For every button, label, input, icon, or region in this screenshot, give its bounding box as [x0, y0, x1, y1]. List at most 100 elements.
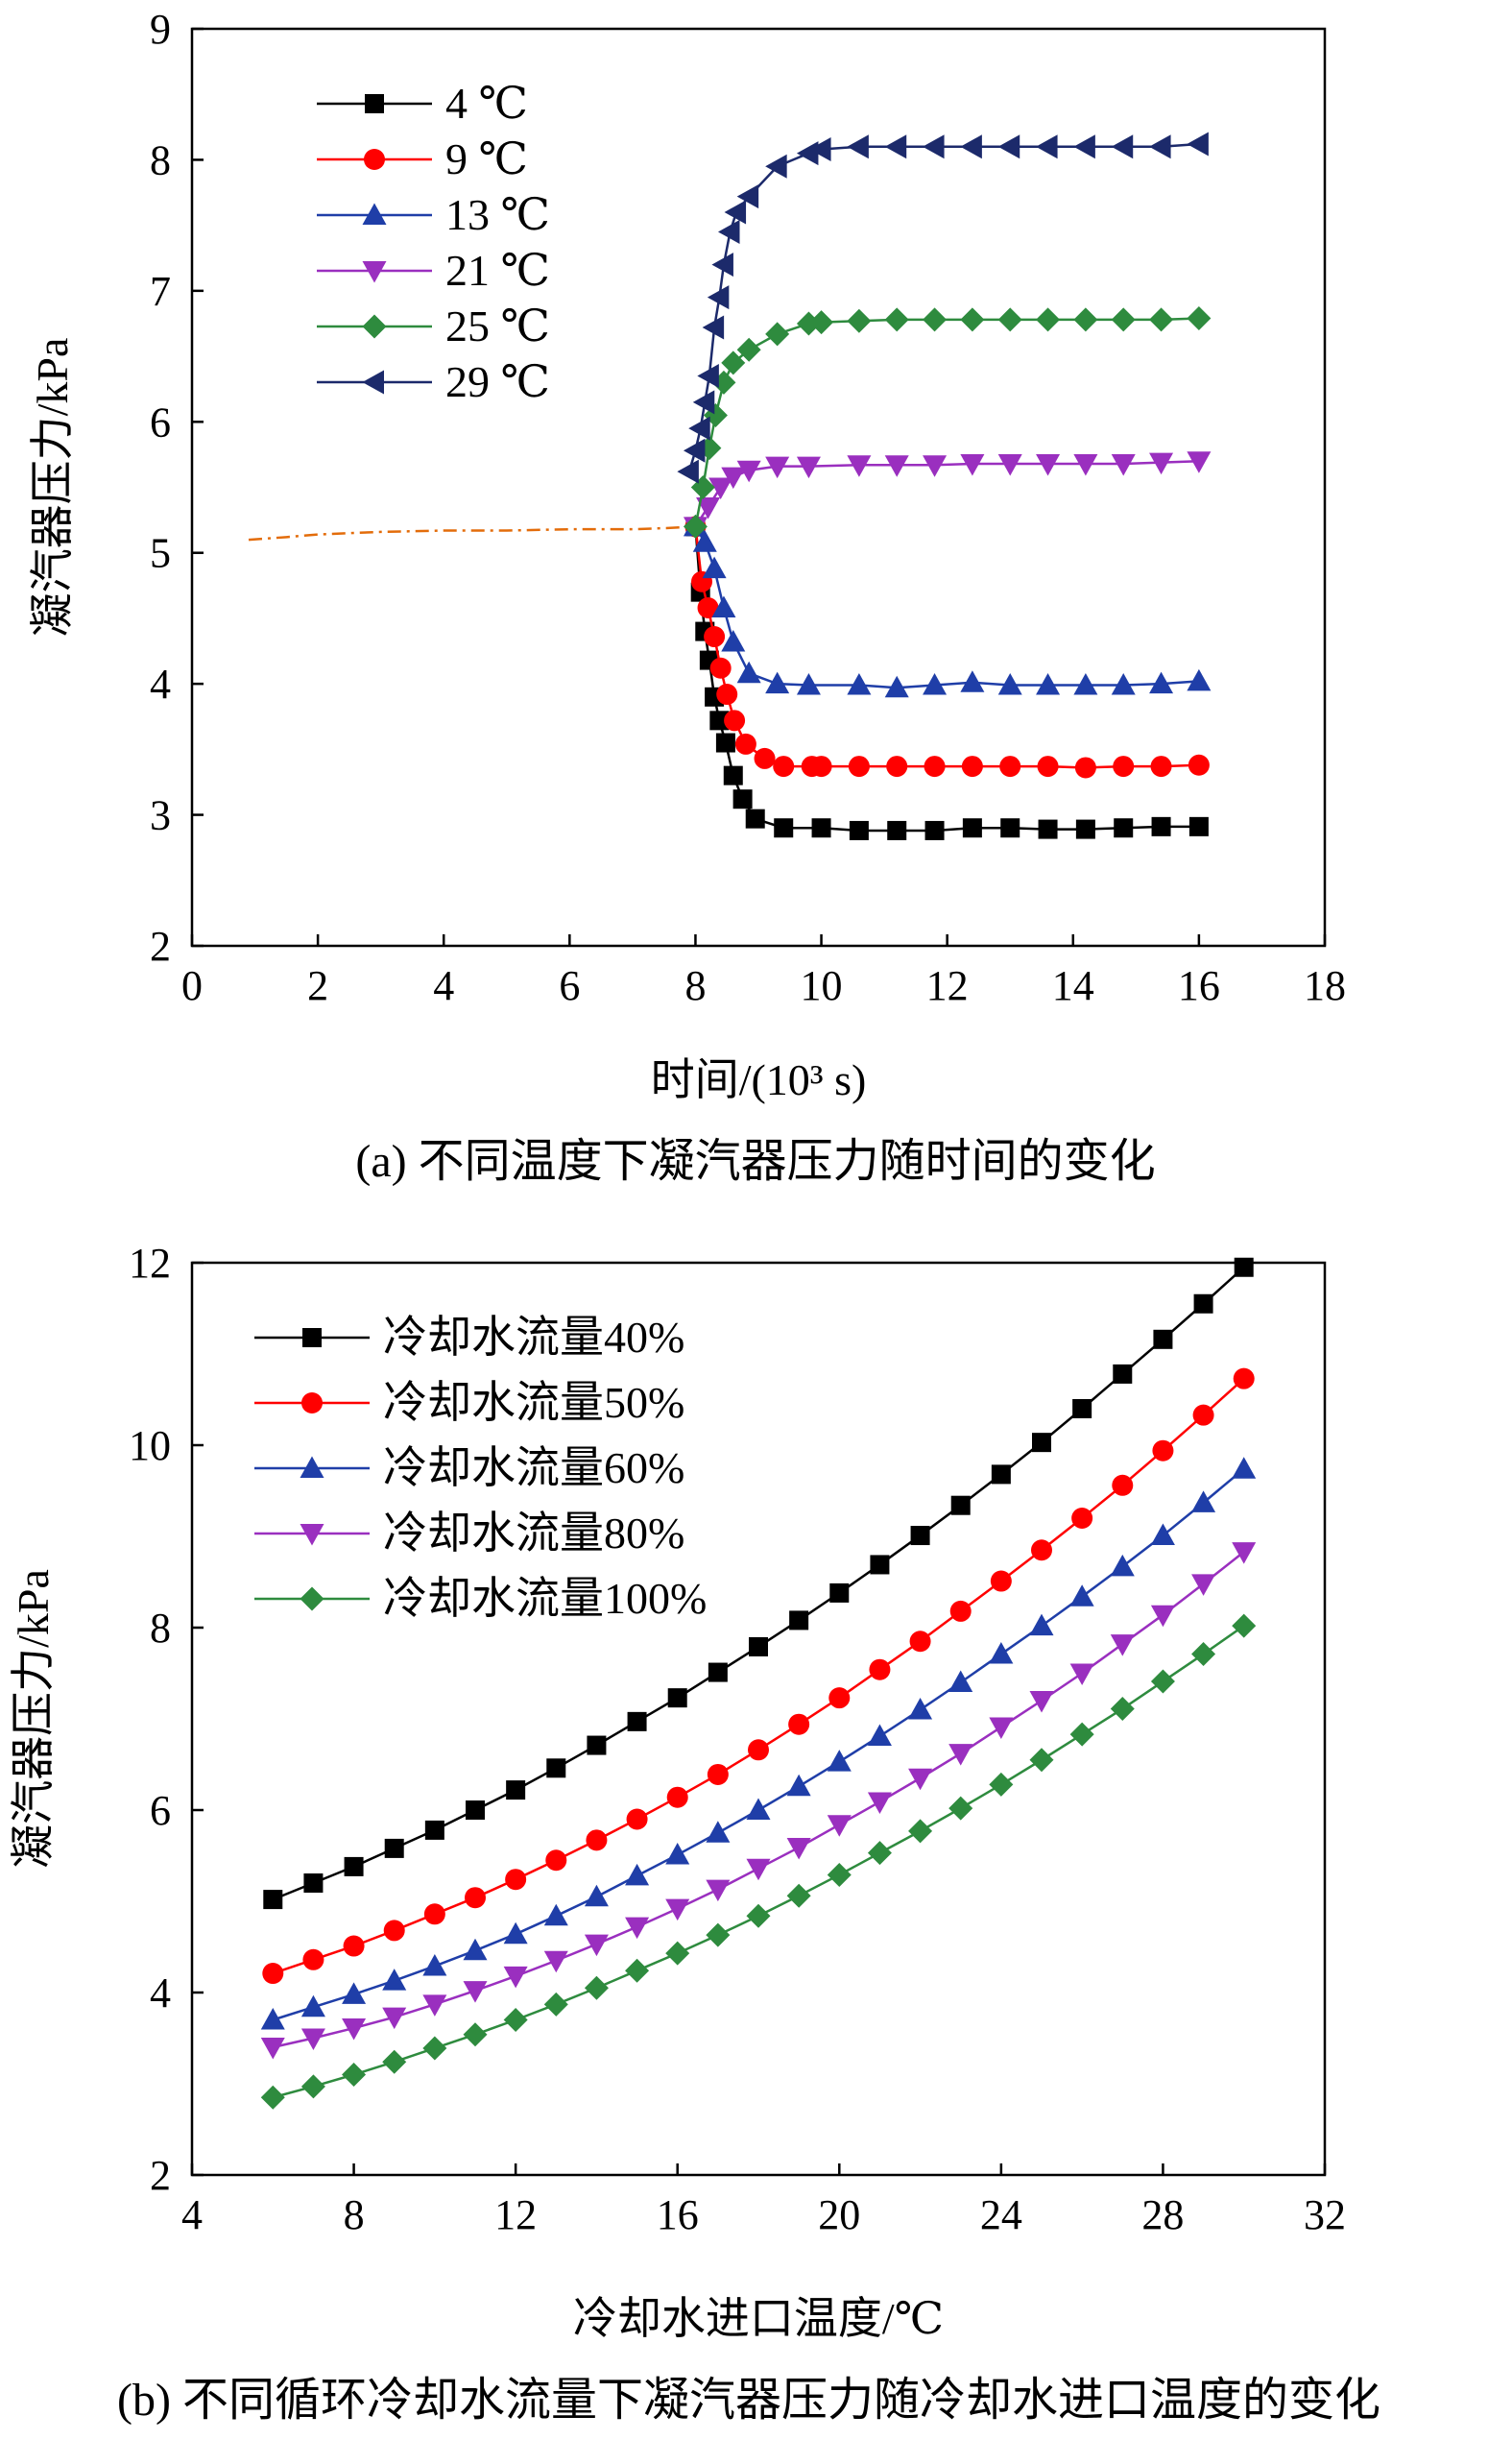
data-point [948, 1744, 973, 1766]
data-point [736, 661, 761, 684]
legend-marker [302, 1328, 322, 1347]
data-point [773, 756, 795, 778]
data-point [506, 1780, 526, 1800]
data-point [1111, 134, 1134, 159]
data-point [627, 1711, 647, 1731]
series-line [694, 525, 1199, 689]
data-point [543, 1950, 568, 1973]
data-point [796, 141, 819, 166]
data-point [704, 626, 726, 648]
data-point [625, 1863, 650, 1886]
data-point [961, 756, 983, 778]
data-point [746, 1858, 771, 1881]
data-point [847, 455, 872, 477]
series-6 [677, 132, 1209, 484]
data-point [263, 1890, 283, 1910]
legend-marker [301, 1392, 323, 1413]
data-point [300, 2028, 325, 2050]
data-point [810, 756, 832, 778]
data-point [697, 364, 719, 389]
data-point [1152, 1439, 1174, 1462]
data-point [997, 307, 1022, 332]
data-point [809, 310, 834, 335]
data-point [1232, 1613, 1257, 1638]
data-point [736, 184, 759, 209]
legend-marker [362, 314, 387, 339]
data-point [1113, 756, 1135, 778]
data-point [466, 1800, 485, 1820]
data-point [997, 453, 1022, 476]
data-point [543, 1903, 568, 1926]
data-point [505, 1869, 527, 1891]
data-point [847, 134, 869, 159]
series-4 [260, 1542, 1257, 2060]
legend-entry: 冷却水流量80% [254, 1509, 684, 1558]
data-point [1192, 1404, 1214, 1426]
data-point [774, 818, 794, 838]
legend-entry: 冷却水流量100% [254, 1574, 707, 1623]
data-point [424, 1820, 444, 1840]
data-point [786, 1837, 811, 1860]
series-2 [262, 1367, 1255, 1985]
series-4 [683, 451, 1212, 539]
data-point [683, 514, 708, 539]
data-point [300, 1994, 325, 2017]
series-5 [683, 306, 1212, 539]
data-point [587, 1735, 607, 1755]
data-point [1029, 1748, 1054, 1773]
data-point [887, 820, 907, 840]
data-point [708, 1662, 728, 1682]
legend-marker [362, 261, 387, 283]
data-point [796, 673, 821, 695]
y-tick-label: 4 [150, 661, 171, 708]
data-point [707, 285, 730, 310]
panel-a-legend: 4 ℃ 9 ℃ 13 ℃ 21 ℃ 25 ℃ 29 ℃ [317, 79, 550, 406]
data-point [1191, 1490, 1216, 1512]
data-point [584, 1975, 609, 2000]
data-point [1149, 671, 1174, 694]
data-point [1074, 757, 1096, 779]
panel-a-plot-frame [190, 27, 1327, 948]
series-line [687, 142, 1199, 472]
data-point [683, 438, 706, 463]
data-point [786, 1883, 811, 1908]
data-point [989, 1772, 1014, 1797]
data-point [796, 456, 821, 479]
data-point [718, 219, 740, 244]
data-point [384, 1838, 404, 1858]
data-point [789, 1610, 809, 1631]
data-point [303, 1873, 324, 1893]
x-tick-label: 16 [1178, 962, 1220, 1009]
data-point [960, 670, 985, 692]
data-point [923, 455, 948, 477]
legend-marker [300, 1456, 324, 1478]
x-tick-label: 28 [1141, 2191, 1184, 2238]
data-point [706, 1879, 731, 1902]
data-point [827, 1750, 852, 1772]
data-point [960, 307, 985, 332]
series-3 [683, 514, 1212, 698]
data-point [847, 673, 872, 695]
data-point [716, 684, 738, 706]
data-point [849, 820, 869, 840]
data-point [908, 1819, 933, 1844]
data-point [260, 2008, 285, 2030]
data-point [1151, 816, 1171, 836]
data-point [999, 756, 1021, 778]
y-tick-label: 8 [150, 1605, 171, 1652]
data-point [1110, 1554, 1135, 1577]
x-tick-label: 0 [181, 962, 203, 1009]
data-point [342, 2018, 367, 2041]
data-point [1188, 754, 1210, 776]
data-point [1232, 1457, 1257, 1479]
legend-entry: 4 ℃ [317, 79, 528, 128]
data-point [908, 1768, 933, 1791]
data-point [708, 477, 733, 499]
data-point [1111, 453, 1136, 476]
data-point [948, 1796, 973, 1821]
data-point [382, 2049, 407, 2074]
data-point [732, 789, 753, 809]
data-point [1031, 1539, 1052, 1561]
data-point [724, 200, 747, 225]
